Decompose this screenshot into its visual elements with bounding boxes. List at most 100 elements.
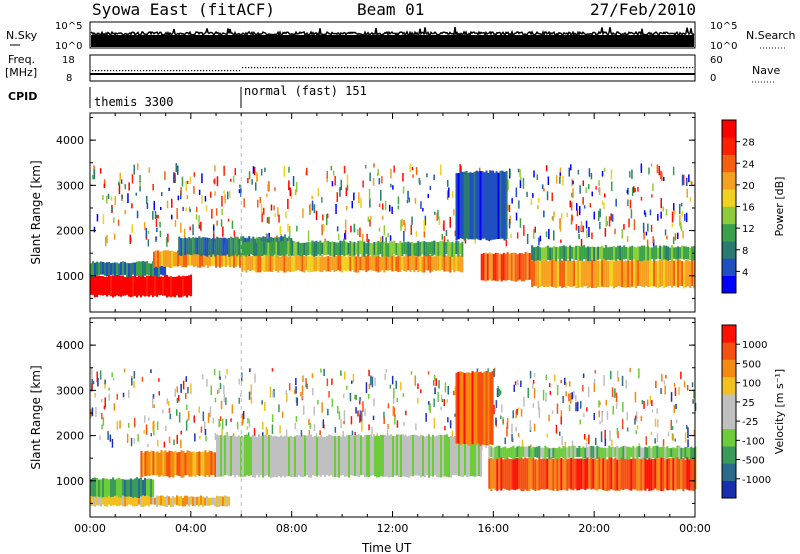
echo-band-5	[584, 459, 587, 490]
scatter-cell	[598, 400, 600, 408]
scatter-cell	[128, 390, 130, 398]
scatter-cell	[124, 209, 126, 215]
scatter-cell	[139, 174, 141, 181]
echo-band-5	[409, 242, 412, 256]
echo-band-1	[148, 452, 151, 476]
scatter-cell	[556, 403, 559, 414]
scatter-cell	[447, 180, 449, 187]
echo-band-4	[343, 256, 346, 271]
scatter-cell	[580, 221, 583, 231]
echo-band-3	[480, 436, 483, 477]
echo-band-5	[319, 240, 322, 256]
echo-band-3	[214, 238, 217, 257]
echo-band-5	[520, 457, 523, 491]
scatter-cell	[657, 419, 659, 428]
scatter-cell	[643, 210, 646, 215]
scatter-cell	[295, 386, 297, 394]
echo-band-4	[323, 256, 326, 271]
scatter-cell	[120, 179, 123, 184]
echo-band-4	[471, 371, 474, 445]
echo-band-3	[216, 434, 219, 477]
echo-band-5	[626, 459, 629, 489]
scatter-cell	[207, 413, 210, 423]
scatter-cell	[221, 208, 223, 215]
echo-band-0	[140, 276, 143, 298]
echo-band-3	[272, 436, 275, 478]
echo-band-1	[150, 450, 153, 476]
scatter-cell	[315, 433, 318, 438]
echo-band-4	[381, 254, 384, 271]
echo-band-1	[140, 451, 143, 477]
scatter-cell	[111, 207, 113, 212]
echo-band-6	[522, 446, 525, 458]
echo-band-8	[567, 246, 570, 259]
scatter-cell	[621, 375, 624, 386]
scatter-cell	[426, 173, 428, 178]
echo-band-4	[249, 256, 252, 271]
echo-band-1	[90, 263, 93, 277]
scatter-cell	[147, 444, 149, 448]
echo-band-3	[210, 238, 213, 257]
scatter-cell	[204, 428, 207, 436]
scatter-cell	[617, 431, 619, 439]
scatter-cell	[569, 200, 571, 208]
echo-band-5	[670, 458, 673, 490]
scatter-cell	[672, 166, 675, 176]
scatter-cell	[205, 435, 207, 442]
echo-band-5	[692, 458, 695, 491]
scatter-cell	[91, 371, 93, 382]
echo-band-6	[514, 447, 517, 459]
cpid-segment-1: themis 3300	[94, 95, 173, 109]
scatter-cell	[553, 211, 555, 217]
echo-band-9	[497, 172, 500, 239]
echo-band-5	[367, 241, 370, 256]
echo-band-6	[516, 446, 519, 458]
echo-band-5	[277, 241, 280, 256]
echo-band-6	[522, 253, 525, 282]
echo-band-8	[681, 245, 684, 259]
echo-band-6	[620, 446, 623, 458]
scatter-cell	[409, 163, 411, 173]
scatter-cell	[143, 222, 146, 231]
echo-band-6	[612, 446, 615, 457]
echo-band-0	[144, 277, 147, 297]
echo-band-3	[334, 436, 337, 478]
echo-band-5	[548, 459, 551, 490]
echo-band-4	[243, 254, 246, 271]
echo-band-6	[558, 446, 561, 459]
colorbar-tick-label: 1000	[742, 340, 767, 351]
echo-band-5	[502, 459, 505, 489]
y-tick-label: 1000	[56, 475, 84, 488]
scatter-cell	[603, 375, 605, 386]
scatter-cell	[677, 232, 679, 240]
echo-band-2	[184, 495, 187, 507]
colorbar-segment	[722, 154, 736, 173]
echo-band-3	[316, 436, 319, 477]
scatter-cell	[302, 208, 304, 218]
echo-band-3	[440, 435, 443, 478]
scatter-cell	[114, 196, 116, 205]
scatter-cell	[353, 223, 355, 233]
echo-band-2	[140, 496, 143, 507]
echo-band-5	[399, 240, 402, 255]
echo-band-7	[671, 260, 674, 288]
echo-band-4	[327, 256, 330, 272]
scatter-cell	[636, 425, 639, 430]
scatter-cell	[683, 174, 685, 186]
scatter-cell	[155, 236, 157, 242]
echo-band-7	[607, 260, 610, 288]
scatter-cell	[343, 410, 346, 422]
echo-band-1	[154, 452, 157, 476]
echo-band-5	[265, 241, 268, 256]
echo-band-3	[268, 435, 271, 477]
echo-band-3	[472, 436, 475, 477]
scatter-cell	[173, 439, 175, 446]
echo-band-7	[693, 260, 696, 289]
echo-band-5	[592, 458, 595, 489]
echo-band-2	[233, 251, 236, 268]
echo-band-3	[354, 435, 357, 476]
scatter-cell	[560, 379, 562, 384]
echo-band-0	[146, 275, 149, 297]
